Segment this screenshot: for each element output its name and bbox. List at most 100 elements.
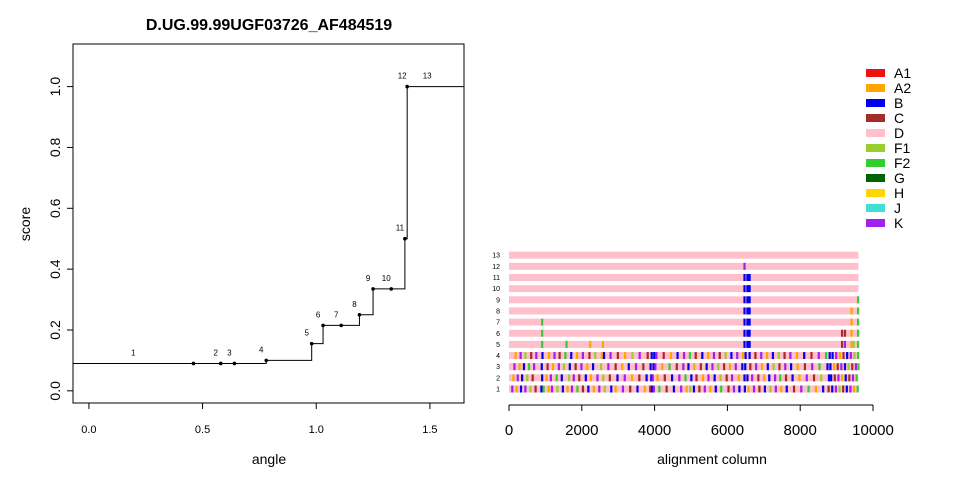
subtype-segment [856, 318, 860, 326]
subtype-segment [600, 363, 603, 371]
subtype-segment [744, 363, 747, 371]
subtype-segment [561, 385, 564, 393]
subtype-segment [737, 374, 740, 382]
row-label: 10 [492, 286, 500, 293]
subtype-segment [725, 374, 728, 382]
subtype-segment [746, 374, 749, 382]
subtype-segment [724, 352, 727, 360]
subtype-segment [748, 274, 751, 281]
subtype-segment [763, 374, 766, 382]
subtype-segment [746, 296, 749, 304]
subtype-segment [850, 307, 853, 315]
subtype-segment [709, 385, 712, 393]
row-bar [509, 340, 859, 348]
point-label: 3 [227, 348, 232, 357]
plot-frame [72, 43, 465, 404]
subtype-segment [769, 385, 772, 393]
subtype-segment [707, 352, 710, 360]
subtype-segment [550, 385, 554, 393]
subtype-segment [831, 385, 834, 393]
score-point [389, 287, 394, 291]
subtype-segment [541, 329, 544, 337]
subtype-segment [524, 385, 527, 393]
subtype-segment [743, 307, 746, 315]
score-point [309, 341, 314, 346]
row-bar [509, 385, 859, 393]
subtype-segment [602, 352, 606, 360]
score-point [357, 312, 362, 317]
x-tick-label: 0.5 [195, 424, 210, 436]
subtype-segment [803, 363, 807, 371]
subtype-segment [693, 363, 696, 371]
subtype-segment [675, 363, 678, 371]
subtype-segment [856, 340, 860, 348]
legend-swatch [866, 144, 885, 152]
subtype-segment [512, 374, 515, 382]
subtype-segment [547, 385, 550, 393]
row-label: 3 [496, 364, 500, 371]
legend-entry: H [866, 185, 904, 201]
subtype-segment [778, 363, 781, 371]
subtype-segment [743, 385, 746, 393]
point-label: 5 [304, 329, 309, 338]
subtype-segment [678, 374, 681, 382]
subtype-segment [836, 363, 839, 371]
row-bar [509, 307, 859, 315]
subtype-segment [838, 352, 841, 360]
point-label: 13 [423, 72, 432, 81]
row-label: 4 [496, 353, 500, 360]
subtype-segment [603, 385, 606, 393]
score-point [371, 287, 375, 291]
subtype-segment [592, 385, 595, 393]
subtype-segment [567, 374, 571, 382]
subtype-segment [545, 374, 548, 382]
legend-entry: F1 [866, 140, 911, 156]
legend-entry: J [866, 200, 901, 216]
subtype-segment [698, 385, 701, 393]
legend-swatch [866, 99, 885, 107]
subtype-segment [743, 262, 746, 270]
point-label: 6 [316, 310, 321, 319]
row-label: 6 [496, 331, 500, 338]
subtype-segment [654, 363, 657, 371]
subtype-segment [682, 363, 685, 371]
subtype-segment [758, 385, 761, 393]
subtype-segment [796, 363, 799, 371]
subtype-segment [551, 363, 555, 371]
subtype-segment [748, 329, 751, 337]
subtype-segment [727, 385, 730, 393]
subtype-segment [784, 374, 788, 382]
score-chart: D.UG.99.99UGF03726_AF484519 0.0 0.5 1.0 1.5… [17, 17, 465, 467]
subtype-segment [805, 374, 808, 382]
subtype-segment [820, 374, 823, 382]
score-point [339, 323, 344, 328]
point-label: 1 [131, 348, 136, 357]
subtype-segment [774, 385, 777, 393]
subtype-segment [662, 352, 665, 360]
subtype-segment [515, 385, 518, 393]
subtype-segment [519, 385, 523, 393]
subtype-segment [851, 374, 855, 382]
subtype-segment [760, 363, 764, 371]
subtype-segment [589, 374, 593, 382]
subtype-segment [642, 363, 645, 371]
subtype-segment [685, 385, 688, 393]
legend-label: A2 [894, 80, 911, 96]
subtype-segment [566, 385, 569, 393]
x-axis-label: alignment column [657, 451, 767, 467]
subtype-segment [570, 352, 573, 360]
legend-entry: G [866, 170, 905, 186]
score-point [218, 361, 223, 366]
subtype-segment [650, 385, 654, 393]
legend-label: F1 [894, 140, 911, 156]
subtype-segment [638, 352, 641, 360]
subtype-segment [542, 385, 545, 393]
subtype-segment [689, 385, 692, 393]
subtype-segment [541, 352, 544, 360]
subtype-segment [772, 363, 775, 371]
point-label: 10 [382, 274, 391, 283]
row-label: 5 [496, 342, 500, 349]
subtype-segment [829, 363, 832, 371]
subtype-segment [845, 385, 848, 393]
